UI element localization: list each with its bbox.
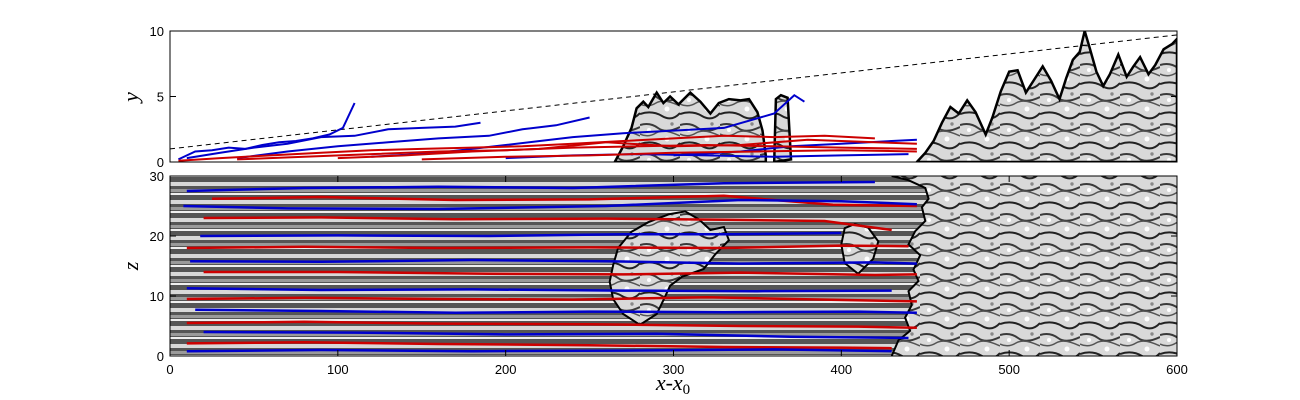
turbulent-front-boundary (890, 176, 930, 356)
top-trajectory-1 (177, 102, 356, 161)
bottom-trajectory-15 (186, 348, 892, 353)
bottom-y-ticks: 0 10 20 30 (150, 169, 1177, 364)
bottom-trajectory-4 (203, 216, 892, 232)
bottom-trajectory-6 (186, 244, 909, 250)
top-y-axis-label: y (118, 92, 143, 104)
bottom-y-axis-label: z (118, 261, 143, 271)
bottom-trajectory-1 (186, 180, 875, 193)
turbulent-envelope-3 (915, 31, 1177, 162)
top-trajectory-8 (237, 143, 917, 161)
bottom-trajectory-3 (183, 198, 917, 211)
downstream-turbulent-region (891, 176, 1177, 356)
top-trajectory-4 (371, 93, 805, 158)
bottom-panel: 0 100 200 300 400 500 600 0 10 20 30 z x-x0 (118, 169, 1188, 398)
bottom-streak-trajectories (183, 180, 917, 353)
bottom-y-tick-label: 10 (150, 289, 164, 304)
bottom-trajectory-10 (186, 295, 917, 303)
bottom-x-tick-label: 0 (166, 362, 173, 377)
turbulent-spot-1 (608, 210, 731, 326)
bottom-trajectory-5 (200, 231, 842, 238)
bottom-trajectory-14 (186, 340, 892, 350)
top-trajectory-10 (421, 149, 917, 161)
top-y-tick-label: 10 (150, 24, 164, 39)
reference-dashed-line (169, 34, 1178, 150)
bottom-x-axis-label: x-x0 (655, 370, 690, 398)
bottom-trajectory-13 (203, 330, 909, 340)
bottom-x-tick-label: 100 (327, 362, 349, 377)
bottom-y-tick-label: 30 (150, 169, 164, 184)
top-trajectory-3 (236, 116, 590, 160)
bottom-y-tick-label: 0 (157, 349, 164, 364)
bottom-x-tick-label: 300 (663, 362, 685, 377)
top-trajectory-7 (178, 134, 875, 162)
top-trajectory-2 (186, 121, 481, 160)
top-y-ticks: 0 5 10 (150, 24, 1177, 170)
turbulent-regions (608, 176, 1177, 356)
bottom-trajectory-2 (211, 194, 917, 208)
bottom-y-tick-label: 20 (150, 229, 164, 244)
top-trajectory-9 (337, 138, 917, 160)
top-y-tick-label: 0 (157, 155, 164, 170)
top-panel: 0 5 10 y (118, 24, 1178, 170)
bottom-x-tick-label: 500 (998, 362, 1020, 377)
bottom-trajectory-7 (190, 258, 917, 265)
bottom-trajectory-11 (195, 308, 917, 315)
bottom-trajectory-8 (203, 270, 917, 277)
top-streak-trajectories (177, 93, 917, 162)
bottom-x-ticks: 0 100 200 300 400 500 600 (166, 176, 1188, 377)
top-y-tick-label: 5 (157, 90, 164, 105)
turbulent-envelope-2 (772, 93, 793, 162)
bottom-x-tick-label: 200 (495, 362, 517, 377)
bottom-trajectory-12 (186, 320, 917, 330)
bottom-x-tick-label: 600 (1166, 362, 1188, 377)
bottom-trajectory-9 (186, 286, 892, 293)
bottom-x-tick-label: 400 (830, 362, 852, 377)
